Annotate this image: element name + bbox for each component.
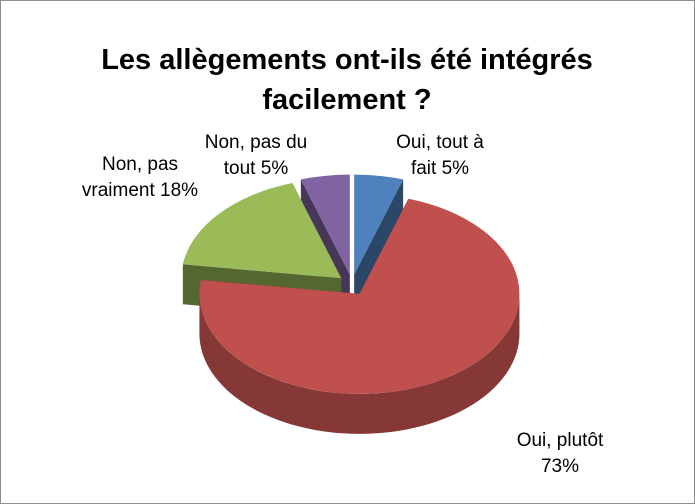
label-value: 5% — [260, 158, 289, 179]
label-value: 73% — [540, 456, 580, 477]
slice-top — [354, 174, 404, 275]
label-category: Oui, tout à fait — [396, 132, 484, 179]
label-category: Non, pas vraiment — [81, 154, 179, 201]
data-label: Non, pas vraiment 18% — [80, 152, 200, 204]
data-label: Oui, tout à fait 5% — [385, 130, 495, 182]
label-value: 18% — [160, 180, 199, 201]
pie-slice — [199, 198, 520, 434]
slice-side — [199, 293, 520, 434]
label-category: Non, pas du tout — [204, 132, 308, 179]
data-label: Oui, plutôt 73% — [500, 428, 620, 480]
chart-title: Les allègements ont-ils été intégrés fac… — [101, 44, 593, 116]
label-value: 5% — [441, 158, 470, 179]
data-label: Non, pas du tout 5% — [200, 130, 312, 182]
slice-top — [300, 174, 350, 275]
label-category: Oui, plutôt — [516, 430, 604, 451]
slice-top — [199, 198, 520, 394]
slice-top — [182, 183, 342, 279]
